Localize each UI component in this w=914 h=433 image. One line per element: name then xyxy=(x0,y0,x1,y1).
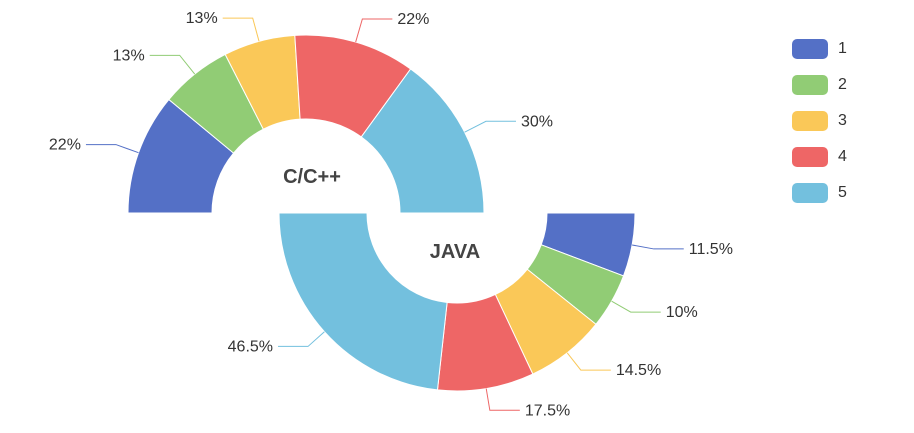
center-label-cpp: C/C++ xyxy=(283,166,341,188)
leader-line-2 xyxy=(149,54,196,75)
leader-line-3 xyxy=(222,17,260,42)
legend-swatch xyxy=(792,111,828,131)
legend-swatch xyxy=(792,147,828,167)
leader-line-1 xyxy=(85,144,139,154)
legend-label: 1 xyxy=(838,40,847,57)
leader-line-4 xyxy=(485,388,520,411)
legend-item-4[interactable]: 4 xyxy=(792,139,847,175)
slice-label-5: 30% xyxy=(521,113,553,130)
legend-label: 3 xyxy=(838,112,847,129)
slice-label-1: 11.5% xyxy=(689,241,733,258)
legend-item-1[interactable]: 1 xyxy=(792,31,847,67)
leader-line-4 xyxy=(355,18,393,43)
slice-label-5: 46.5% xyxy=(228,338,273,355)
slice-label-4: 17.5% xyxy=(525,402,570,419)
slice-label-3: 14.5% xyxy=(616,362,661,379)
legend-label: 2 xyxy=(838,76,847,93)
leader-line-5 xyxy=(464,120,516,133)
donut-slice-5[interactable] xyxy=(360,68,485,214)
center-label-java: JAVA xyxy=(430,241,480,263)
legend: 1 2 3 4 5 xyxy=(792,31,847,211)
slice-label-3: 13% xyxy=(186,10,218,27)
legend-item-3[interactable]: 3 xyxy=(792,103,847,139)
legend-swatch xyxy=(792,75,828,95)
slice-label-1: 22% xyxy=(49,137,81,154)
donut-cpp: 22% 13% 13% 22% 30% xyxy=(49,10,553,214)
legend-item-5[interactable]: 5 xyxy=(792,175,847,211)
legend-label: 5 xyxy=(838,184,847,201)
legend-label: 4 xyxy=(838,148,847,165)
slice-label-4: 22% xyxy=(397,11,429,28)
legend-swatch xyxy=(792,183,828,203)
leader-line-1 xyxy=(632,244,684,250)
legend-swatch xyxy=(792,39,828,59)
leader-line-2 xyxy=(611,300,661,313)
legend-item-2[interactable]: 2 xyxy=(792,67,847,103)
donut-java: 11.5% 10% 14.5% 17.5% 46.5% xyxy=(228,212,733,419)
slice-label-2: 13% xyxy=(113,47,145,64)
leader-line-3 xyxy=(566,352,611,371)
slice-label-2: 10% xyxy=(666,304,698,321)
donut-slice-5[interactable] xyxy=(278,212,448,391)
leader-line-5 xyxy=(278,331,325,347)
